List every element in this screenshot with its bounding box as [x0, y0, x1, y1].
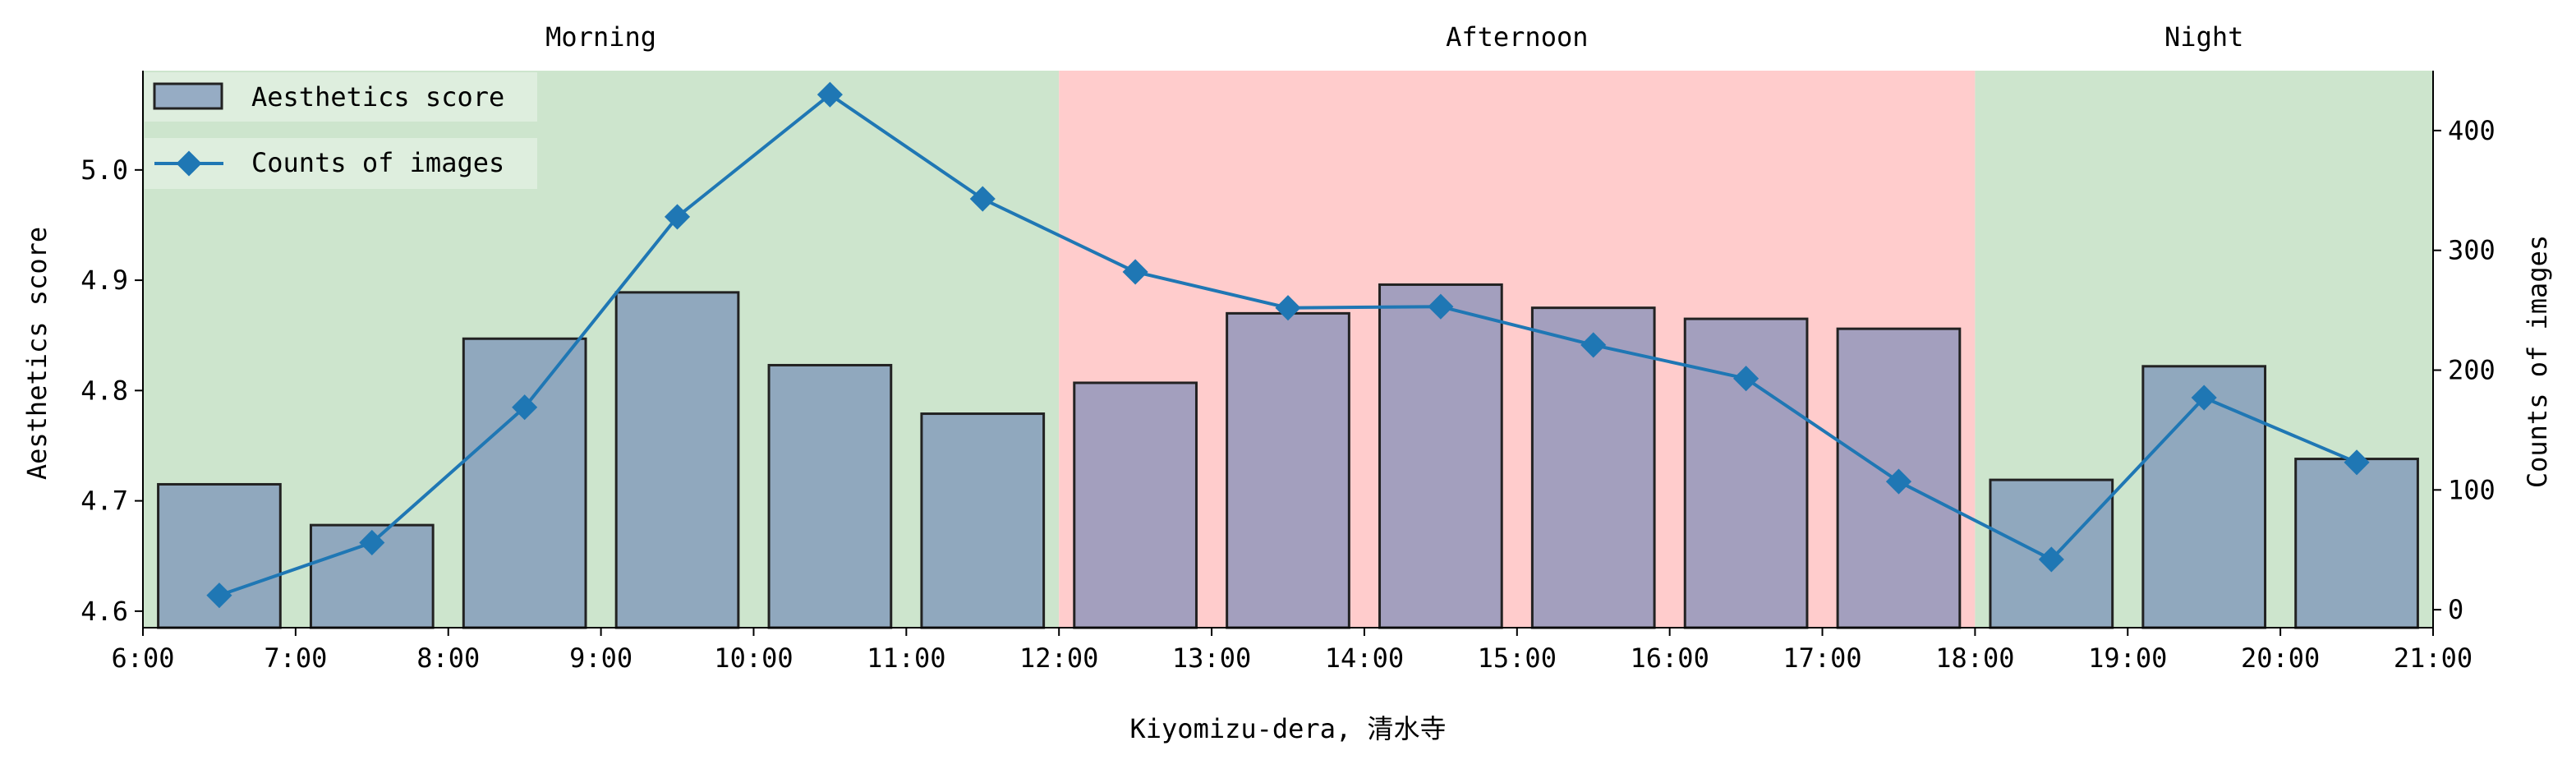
y-right-tick-label-3: 300	[2448, 235, 2496, 266]
period-label-night: Night	[2164, 21, 2243, 53]
x-tick-label-1: 7:00	[264, 642, 327, 674]
y-left-tick-label-2: 4.8	[80, 375, 128, 406]
counts-marker-14	[2344, 449, 2370, 476]
x-tick-label-0: 6:00	[111, 642, 174, 674]
period-label-afternoon: Afternoon	[1446, 21, 1588, 53]
period-labels: Morning Afternoon Night	[545, 21, 2243, 53]
x-tick-label-5: 11:00	[867, 642, 945, 674]
axes: 6:00 7:00 8:00 9:00 10:00 11:00 12:00 13:00 14:0…	[80, 71, 2496, 674]
counts-marker-9	[1580, 332, 1607, 358]
y-right-tick-label-2: 200	[2448, 355, 2496, 386]
y-axis-right-title: Counts of images	[2522, 235, 2553, 488]
legend-label-aesthetics: Aesthetics score	[251, 81, 504, 113]
x-tick-label-12: 18:00	[1935, 642, 2014, 674]
counts-marker-8	[1428, 293, 1454, 320]
counts-marker-11	[1885, 468, 1912, 495]
counts-marker-12	[2038, 546, 2064, 573]
y-left-tick-label-3: 4.9	[80, 265, 128, 296]
bar-aesthetics-10	[1683, 317, 1809, 629]
period-background-afternoon	[1059, 71, 1976, 628]
legend-swatch-counts-marker	[176, 150, 202, 177]
y-axis-left-title: Aesthetics score	[21, 227, 53, 480]
x-tick-label-14: 20:00	[2241, 642, 2320, 674]
counts-marker-6	[1122, 259, 1148, 285]
x-axis-title: Kiyomizu-dera, 清水寺	[1130, 713, 1447, 744]
x-tick-label-9: 15:00	[1478, 642, 1557, 674]
bar-aesthetics-5	[920, 412, 1046, 629]
period-label-morning: Morning	[545, 21, 656, 53]
legend-swatch-aesthetics	[153, 82, 223, 110]
bar-aesthetics-14	[2294, 458, 2419, 629]
period-background-morning	[143, 71, 1060, 628]
x-tick-label-11: 17:00	[1782, 642, 1861, 674]
counts-marker-10	[1733, 366, 1760, 392]
legend: Aesthetics score Counts of images	[145, 72, 537, 189]
x-tick-label-7: 13:00	[1172, 642, 1251, 674]
x-tick-label-4: 10:00	[714, 642, 793, 674]
x-tick-label-2: 8:00	[416, 642, 480, 674]
counts-marker-0	[206, 583, 232, 609]
y-right-tick-label-1: 100	[2448, 474, 2496, 505]
counts-marker-2	[512, 394, 538, 421]
y-right-tick-label-0: 0	[2448, 594, 2463, 625]
x-tick-label-13: 19:00	[2088, 642, 2167, 674]
y-left-tick-label-4: 5.0	[80, 154, 128, 186]
counts-marker-7	[1275, 295, 1301, 321]
legend-label-counts: Counts of images	[251, 147, 504, 178]
bar-aesthetics-6	[1073, 381, 1198, 629]
x-tick-label-15: 21:00	[2394, 642, 2472, 674]
bar-aesthetics-3	[614, 291, 740, 629]
x-tick-label-10: 16:00	[1631, 642, 1709, 674]
bar-aesthetics-4	[767, 363, 893, 629]
x-tick-label-6: 12:00	[1019, 642, 1098, 674]
counts-marker-1	[359, 529, 385, 556]
x-tick-label-3: 9:00	[569, 642, 632, 674]
y-left-tick-label-1: 4.7	[80, 486, 128, 517]
bar-aesthetics-7	[1226, 311, 1350, 629]
bar-aesthetics-8	[1378, 283, 1503, 629]
bar-aesthetics-9	[1530, 306, 1656, 629]
period-backgrounds	[143, 71, 2433, 628]
y-left-tick-label-0: 4.6	[80, 596, 128, 627]
counts-marker-13	[2191, 384, 2217, 411]
aesthetics-bars	[157, 283, 2419, 629]
bar-aesthetics-12	[1989, 478, 2114, 629]
y-right-tick-label-4: 400	[2448, 115, 2496, 146]
x-tick-label-8: 14:00	[1325, 642, 1404, 674]
bar-aesthetics-2	[462, 337, 587, 629]
